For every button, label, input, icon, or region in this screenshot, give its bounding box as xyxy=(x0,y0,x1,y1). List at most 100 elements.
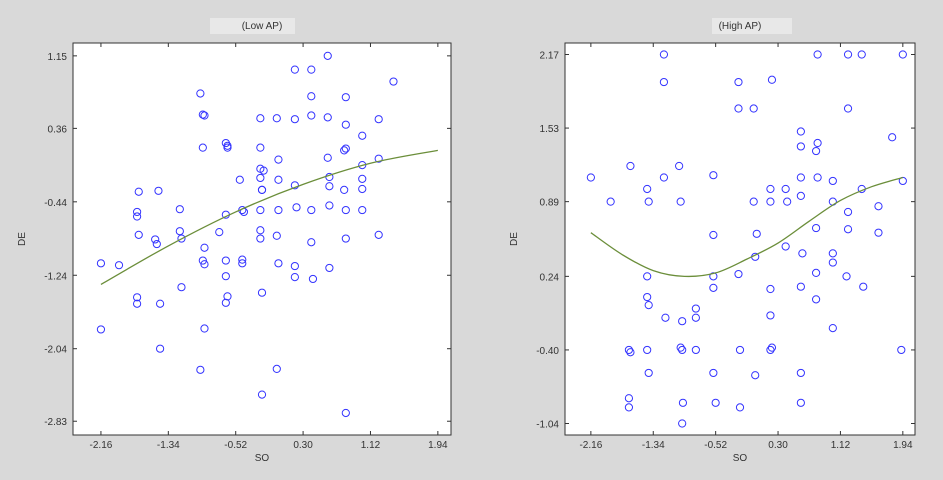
y-tick-label: 0.24 xyxy=(540,272,560,283)
x-tick-label: -0.52 xyxy=(224,440,247,451)
data-point xyxy=(198,256,207,265)
data-point xyxy=(198,110,207,119)
data-point xyxy=(813,138,822,148)
data-point xyxy=(274,205,283,215)
data-point xyxy=(828,176,837,186)
data-point xyxy=(643,345,652,355)
data-point xyxy=(811,146,821,156)
fit-curve xyxy=(590,176,904,278)
data-point xyxy=(152,239,161,249)
x-tick-label: 1.94 xyxy=(428,440,448,451)
y-tick-label: -2.04 xyxy=(44,345,67,356)
data-point xyxy=(256,143,265,152)
data-point xyxy=(678,317,687,326)
data-point xyxy=(711,398,720,407)
data-point xyxy=(626,348,635,357)
data-point xyxy=(323,153,332,162)
data-point xyxy=(132,207,142,217)
y-tick-label: 1.15 xyxy=(48,52,68,63)
data-point xyxy=(307,205,316,215)
data-point xyxy=(272,231,281,240)
data-point xyxy=(323,113,332,122)
data-point xyxy=(811,295,821,304)
panel-low-ap: (Low AP) -2.16 -1.34 -0.52 0.30 1.12 1.94 1.15 0… xyxy=(0,0,469,480)
data-point xyxy=(358,131,367,140)
x-tick-label: -2.16 xyxy=(579,440,602,451)
data-point xyxy=(274,175,283,184)
data-point xyxy=(290,65,299,74)
y-tick-label: 0.89 xyxy=(540,198,560,209)
data-point xyxy=(290,272,299,282)
data-point xyxy=(256,234,265,243)
x-axis-label: SO xyxy=(733,453,748,464)
data-point xyxy=(389,77,398,86)
data-point xyxy=(606,197,615,206)
data-point xyxy=(749,197,758,206)
data-point xyxy=(307,238,316,247)
data-point xyxy=(196,89,205,98)
data-point xyxy=(659,50,669,59)
y-axis-label: DE xyxy=(509,232,520,246)
data-point xyxy=(341,93,350,102)
data-point xyxy=(274,155,283,164)
data-point xyxy=(272,364,281,374)
data-point xyxy=(781,184,790,194)
data-point xyxy=(796,398,805,407)
data-point xyxy=(813,173,822,182)
data-point xyxy=(307,65,316,74)
data-point xyxy=(586,173,595,182)
data-point xyxy=(341,144,350,153)
scatter-chart-high-ap: (High AP) -2.16 -1.34 -0.52 0.30 1.12 1.94 2.17… xyxy=(509,18,916,464)
data-point xyxy=(734,269,743,279)
data-point xyxy=(624,394,634,403)
x-tick-label: -1.34 xyxy=(157,440,180,451)
data-point xyxy=(796,368,805,378)
data-point xyxy=(132,212,142,221)
data-point xyxy=(175,205,184,214)
data-point xyxy=(897,345,906,355)
data-point xyxy=(177,234,186,243)
data-point xyxy=(223,141,232,150)
data-point xyxy=(256,205,265,215)
y-axis-label: DE xyxy=(17,232,28,246)
x-tick-label: 0.30 xyxy=(293,440,313,451)
data-point xyxy=(691,345,700,355)
data-point xyxy=(257,288,267,297)
panel-high-ap: (High AP) -2.16 -1.34 -0.52 0.30 1.12 1.94 2.17… xyxy=(472,0,943,480)
x-tick-label: 1.94 xyxy=(893,440,913,451)
y-tick-label: -0.44 xyxy=(44,198,67,209)
data-point xyxy=(341,408,350,418)
data-point xyxy=(813,50,822,59)
y-tick-label: -2.83 xyxy=(44,417,67,428)
data-point xyxy=(196,365,205,374)
y-tick-label: 0.36 xyxy=(48,124,68,135)
data-point xyxy=(783,197,792,206)
data-point xyxy=(781,242,790,251)
data-point xyxy=(751,371,760,380)
data-point xyxy=(843,225,853,234)
data-point xyxy=(325,182,334,191)
data-point xyxy=(767,343,777,352)
data-point xyxy=(156,344,165,353)
data-point xyxy=(325,201,334,210)
title-background xyxy=(712,18,792,34)
data-point xyxy=(624,403,634,412)
data-point xyxy=(256,114,265,123)
data-point xyxy=(257,185,267,194)
data-point xyxy=(766,311,775,320)
data-point xyxy=(735,403,745,412)
data-point xyxy=(156,299,165,308)
data-point xyxy=(274,259,283,268)
data-point xyxy=(259,166,268,175)
data-point xyxy=(96,259,106,268)
data-point xyxy=(198,143,207,152)
x-tick-label: 1.12 xyxy=(831,440,851,451)
plot-area xyxy=(564,42,916,436)
data-point xyxy=(626,161,635,171)
data-point xyxy=(643,292,652,302)
x-tick-label: -2.16 xyxy=(90,440,113,451)
data-point xyxy=(374,154,383,163)
data-point xyxy=(154,186,163,195)
x-tick-label: -1.34 xyxy=(642,440,665,451)
data-point xyxy=(374,115,383,124)
